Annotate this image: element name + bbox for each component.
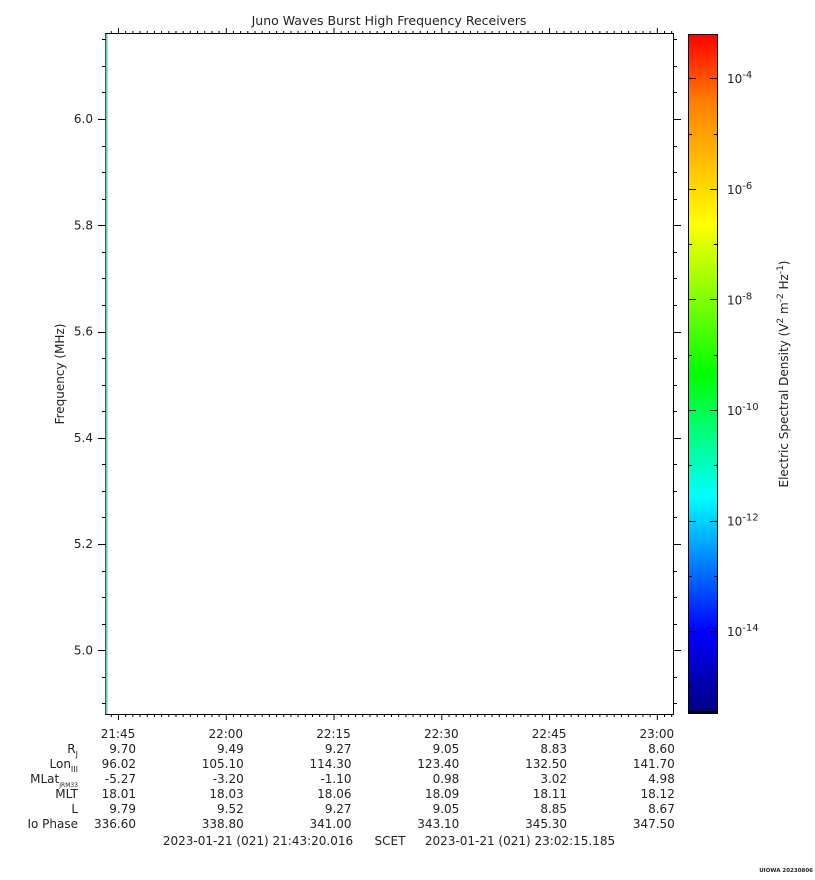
ephemeris-value: 9.05: [433, 802, 460, 816]
y-tick-label: 5.0: [74, 643, 93, 657]
ephemeris-value: 3.02: [540, 772, 567, 786]
time-span-end: 2023-01-21 (021) 23:02:15.185: [425, 834, 615, 848]
y-tick-label: 5.2: [74, 537, 93, 551]
ephemeris-row-label: L: [71, 802, 78, 816]
ephemeris-value: 8.83: [540, 742, 567, 756]
ephemeris-row-label: RJ: [67, 742, 78, 759]
x-tick-label: 22:45: [532, 727, 567, 741]
ephemeris-value: 343.10: [417, 817, 459, 831]
colorbar-bottom-band: [689, 711, 717, 714]
x-tick-label: 22:00: [208, 727, 243, 741]
ephemeris-value: 8.60: [648, 742, 675, 756]
ephemeris-value: 18.11: [533, 787, 567, 801]
ephemeris-value: -3.20: [213, 772, 244, 786]
ephemeris-value: 9.27: [325, 742, 352, 756]
ephemeris-value: 8.67: [648, 802, 675, 816]
ephemeris-value: 9.27: [325, 802, 352, 816]
x-tick-label: 22:30: [424, 727, 459, 741]
ephemeris-value: 8.85: [540, 802, 567, 816]
ephemeris-value: 9.70: [109, 742, 136, 756]
chart-title: Juno Waves Burst High Frequency Receiver…: [251, 13, 527, 28]
ephemeris-value: -1.10: [320, 772, 351, 786]
data-column: [105, 34, 108, 714]
time-span-label: SCET: [375, 834, 407, 848]
y-axis-label: Frequency (MHz): [53, 324, 67, 425]
ephemeris-value: 341.00: [310, 817, 352, 831]
ephemeris-value: 132.50: [525, 757, 567, 771]
ephemeris-value: 96.02: [102, 757, 136, 771]
plot-area: [105, 33, 674, 715]
colorbar-tick-label: 10-12: [727, 513, 759, 529]
y-tick-label: 6.0: [74, 112, 93, 126]
ephemeris-value: 0.98: [433, 772, 460, 786]
ephemeris-value: 9.05: [433, 742, 460, 756]
ephemeris-value: 338.80: [202, 817, 244, 831]
colorbar-axis: 10-4 10-6 10-8 10-10 10-12 10-14: [688, 70, 759, 687]
colorbar-label: Electric Spectral Density (V2 m-2 Hz-1): [776, 260, 791, 487]
ephemeris-value: 18.12: [640, 787, 674, 801]
ephemeris-value: 105.10: [202, 757, 244, 771]
ephemeris-value: 18.01: [102, 787, 136, 801]
ephemeris-value: 336.60: [94, 817, 136, 831]
x-tick-label: 21:45: [101, 727, 136, 741]
colorbar-tick-label: 10-10: [727, 402, 759, 418]
ephemeris-row-label: MLT: [55, 787, 78, 801]
time-span-start: 2023-01-21 (021) 21:43:20.016: [163, 834, 353, 848]
ephemeris-value: 9.79: [109, 802, 136, 816]
footer-stamp: UIOWA 20230806: [759, 868, 813, 874]
y-axis: 5.0 5.2 5.4 5.6 5.8 6.0: [74, 39, 681, 704]
y-tick-label: 5.6: [74, 325, 93, 339]
colorbar-tick-label: 10-6: [727, 181, 752, 197]
ephemeris-value: 18.06: [317, 787, 351, 801]
ephemeris-row-label: LonIII: [50, 757, 79, 774]
ephemeris-value: 141.70: [633, 757, 675, 771]
x-tick-label: 23:00: [640, 727, 675, 741]
ephemeris-value: 114.30: [310, 757, 352, 771]
ephemeris-value: -5.27: [105, 772, 136, 786]
ephemeris-row-label: Io Phase: [27, 817, 78, 831]
ephemeris-row-label: MLatJRM33: [30, 772, 78, 789]
y-tick-label: 5.4: [74, 431, 93, 445]
x-axis: 21:45 22:00 22:15 22:30 22:45 23:00: [101, 28, 674, 741]
ephemeris-value: 123.40: [417, 757, 459, 771]
ephemeris-value: 18.09: [425, 787, 459, 801]
y-tick-label: 5.8: [74, 218, 93, 232]
ephemeris-value: 4.98: [648, 772, 675, 786]
colorbar-tick-label: 10-4: [727, 70, 752, 86]
ephemeris-value: 345.30: [525, 817, 567, 831]
ephemeris-value: 9.49: [217, 742, 244, 756]
ephemeris-value: 9.52: [217, 802, 244, 816]
x-tick-label: 22:15: [316, 727, 351, 741]
colorbar-tick-label: 10-14: [727, 623, 759, 639]
ephemeris-table: RJ 9.70 9.49 9.27 9.05 8.83 8.60 LonIII 96.02 105…: [27, 742, 674, 831]
colorbar: [688, 34, 718, 714]
colorbar-tick-label: 10-8: [727, 291, 752, 307]
ephemeris-value: 347.50: [633, 817, 675, 831]
ephemeris-value: 18.03: [209, 787, 243, 801]
